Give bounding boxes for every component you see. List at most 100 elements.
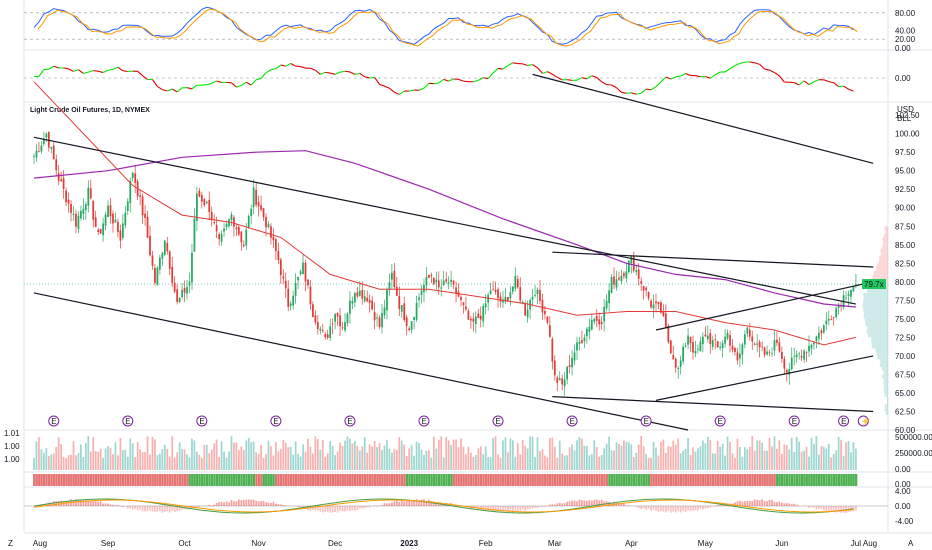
macd-histogram-bar <box>536 506 539 508</box>
x-tick-label: Nov <box>251 539 265 548</box>
volume-bar <box>697 448 699 470</box>
volume-profile-bar <box>867 289 888 293</box>
momentum-segment <box>280 64 286 67</box>
trend-bar-cell <box>297 474 300 486</box>
candle-body <box>618 277 620 280</box>
volume-bar <box>400 440 403 470</box>
volume-bar <box>279 448 282 470</box>
macd-histogram-bar <box>42 504 45 506</box>
candle-body <box>484 303 487 308</box>
candle-body <box>679 360 682 367</box>
macd-histogram-bar <box>509 506 512 512</box>
momentum-segment <box>88 70 94 73</box>
candle-body <box>331 323 334 325</box>
momentum-segment <box>848 88 854 92</box>
candle-body <box>344 322 346 331</box>
volume-bar <box>410 445 413 470</box>
candle-body <box>252 187 255 208</box>
macd-histogram-bar <box>489 506 492 512</box>
volume-bar <box>536 437 539 470</box>
momentum-segment <box>798 80 805 86</box>
trend-bar-cell <box>430 474 433 486</box>
y-tick-label: 90.00 <box>895 204 916 213</box>
candle-body <box>652 304 655 309</box>
macd-histogram-bar <box>677 506 680 512</box>
macd-histogram-bar <box>171 506 174 511</box>
volume-bar <box>600 454 603 470</box>
candle-body <box>312 304 314 317</box>
trend-bar-pane: 0.00 <box>33 474 911 489</box>
trend-bar-cell <box>625 474 628 486</box>
trend-bar-cell <box>339 474 342 486</box>
candle-body <box>437 280 440 288</box>
volume-bar <box>205 444 208 470</box>
trend-bar-cell <box>502 474 505 486</box>
trend-bar-cell <box>494 474 497 486</box>
macd-histogram-bar <box>479 506 482 510</box>
macd-histogram-bar <box>159 506 161 512</box>
volume-bar <box>746 449 749 470</box>
auto-scale-button[interactable]: A <box>908 539 914 548</box>
candle-body <box>279 259 282 276</box>
volume-profile-bar <box>883 381 888 386</box>
volume-bar <box>215 439 218 470</box>
volume-bar <box>386 439 388 470</box>
candle-body <box>455 287 457 294</box>
macd-histogram-bar <box>321 506 324 513</box>
volume-bar <box>38 437 40 470</box>
momentum-segment <box>458 78 464 82</box>
volume-bar <box>556 457 559 470</box>
macd-histogram-bar <box>386 503 388 506</box>
trend-bar-cell <box>440 474 443 486</box>
candle-body <box>613 276 615 285</box>
candle-body <box>395 286 398 296</box>
volume-bar <box>748 446 751 470</box>
trend-bar-cell <box>835 474 838 486</box>
macd-histogram-bar <box>378 505 381 506</box>
trend-bar-cell <box>487 474 490 486</box>
trend-bar-cell <box>687 474 690 486</box>
trend-bar-cell <box>210 474 214 486</box>
volume-bar <box>679 453 682 470</box>
candle-body <box>822 325 825 333</box>
macd-histogram-bar <box>492 506 494 512</box>
candle-body <box>736 352 739 361</box>
candle-body <box>89 188 92 199</box>
candle-body <box>203 199 206 205</box>
candle-body <box>223 228 225 232</box>
volume-profile-bar <box>883 389 888 393</box>
macd-histogram-bar <box>299 506 302 509</box>
candle-body <box>423 285 425 293</box>
macd-histogram-bar <box>741 501 744 506</box>
volume-bar <box>509 438 512 470</box>
event-marker-icon <box>344 415 356 427</box>
candle-body <box>428 274 430 278</box>
candle-body <box>33 155 35 157</box>
volume-bar <box>97 451 100 470</box>
last-price-tag <box>862 279 886 290</box>
volume-bar <box>188 457 191 470</box>
z-button[interactable]: Z <box>8 539 13 548</box>
volume-bar <box>719 446 722 470</box>
momentum-segment <box>394 91 400 95</box>
trend-bar-cell <box>704 474 707 486</box>
macd-histogram-bar <box>692 506 694 511</box>
candle-body <box>415 302 418 320</box>
candle-body <box>178 297 181 303</box>
trend-bar-cell <box>294 474 298 486</box>
candle-body <box>465 306 467 310</box>
volume-bar <box>529 436 531 470</box>
volume-bar <box>827 443 830 470</box>
candle-body <box>803 350 805 360</box>
candle-body <box>625 271 628 279</box>
macd-histogram-bar <box>588 500 591 506</box>
volume-profile-bar <box>879 255 888 260</box>
volume-bar <box>237 450 240 470</box>
macd-histogram-bar <box>257 501 260 506</box>
trend-bar-cell <box>810 474 813 486</box>
volume-bar <box>783 444 786 470</box>
macd-histogram-bar <box>652 506 655 510</box>
trend-bar-cell <box>808 474 811 486</box>
trend-bar-cell <box>423 474 426 486</box>
x-tick-label: Aug <box>863 539 877 548</box>
